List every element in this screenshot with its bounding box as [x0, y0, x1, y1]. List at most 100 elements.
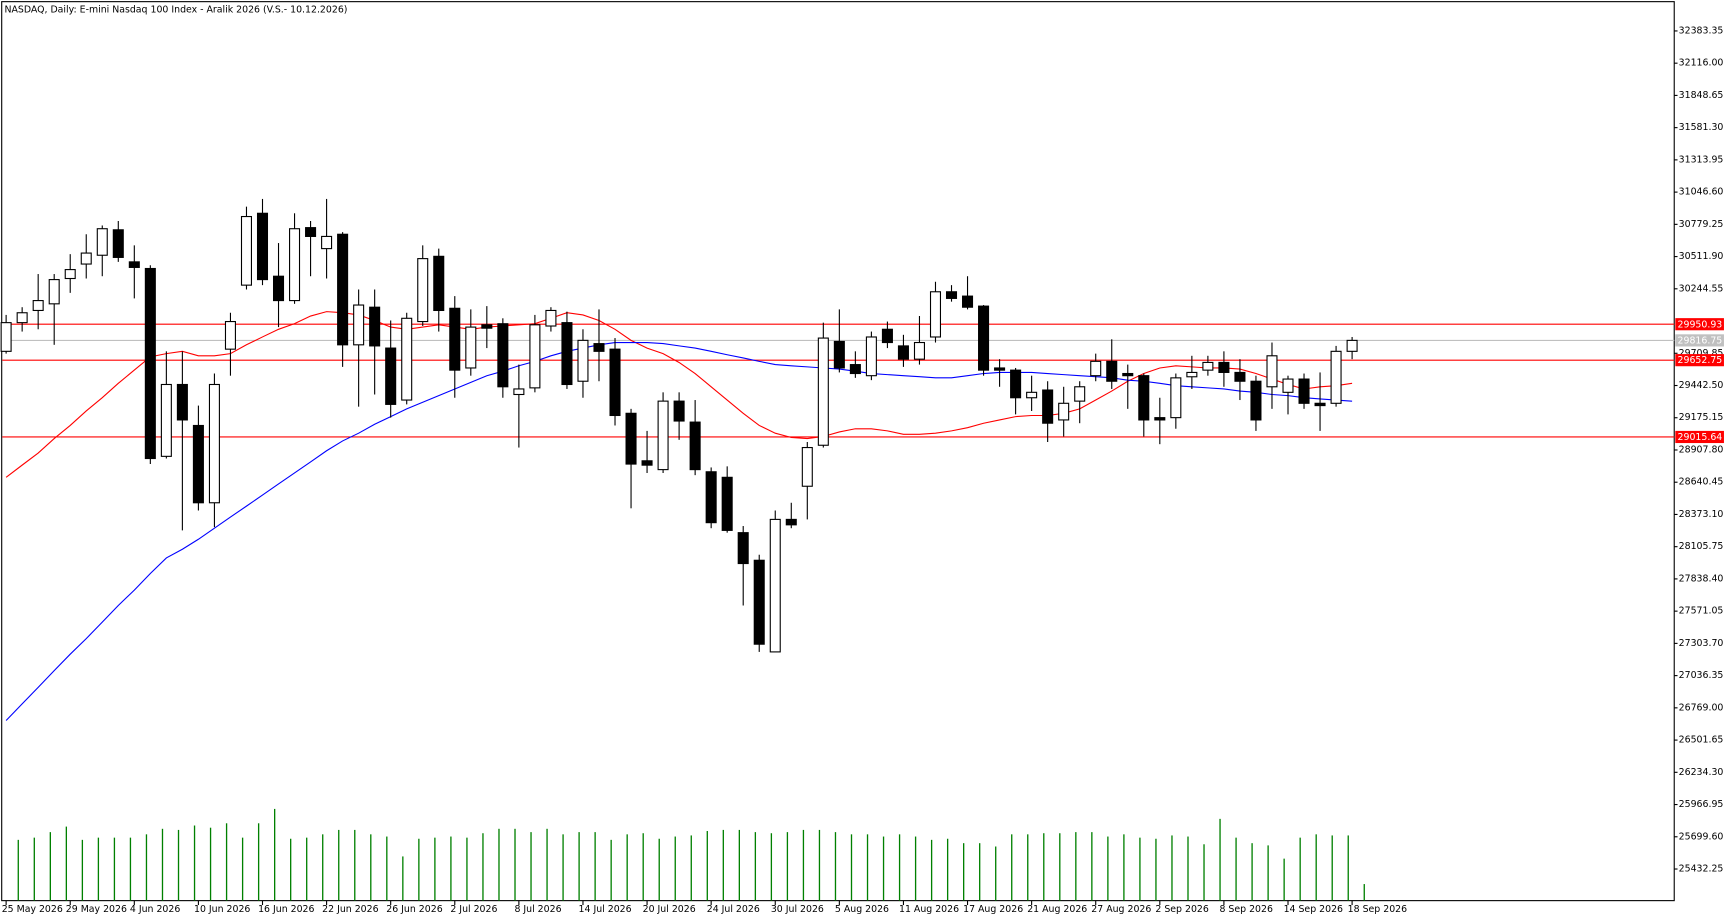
- candle-body: [913, 341, 925, 360]
- candle-body: [80, 252, 92, 265]
- y-tick-label: 30511.90: [1679, 251, 1724, 262]
- y-tick-label: 31581.30: [1679, 122, 1724, 133]
- candle-body: [897, 345, 909, 360]
- candle-body: [1186, 371, 1198, 378]
- candle-body: [657, 400, 669, 471]
- candle-body: [978, 305, 990, 371]
- candle-body: [513, 388, 525, 396]
- x-tick-label: 22 Jun 2026: [322, 904, 378, 915]
- y-tick-label: 26501.65: [1679, 735, 1724, 746]
- y-tick-label: 27303.70: [1679, 638, 1724, 649]
- candle-body: [1234, 371, 1246, 382]
- y-tick-label: 29442.50: [1679, 380, 1724, 391]
- x-tick-label: 8 Jul 2026: [514, 904, 561, 915]
- candle-body: [144, 267, 156, 460]
- candle-body: [1074, 386, 1086, 402]
- candle-body: [881, 328, 893, 344]
- x-tick-label: 14 Jul 2026: [579, 904, 632, 915]
- candle-body: [593, 343, 605, 352]
- candle-body: [385, 347, 397, 405]
- candle-body: [401, 317, 413, 401]
- x-tick-label: 14 Sep 2026: [1284, 904, 1343, 915]
- candle-body: [769, 518, 781, 653]
- candle-body: [1250, 380, 1262, 421]
- candle-body: [737, 532, 749, 565]
- candle-body: [112, 229, 124, 258]
- candle-body: [192, 424, 204, 504]
- y-tick-label: 27838.40: [1679, 573, 1724, 584]
- candle-body: [609, 348, 621, 417]
- candle-body: [1058, 402, 1070, 421]
- x-tick-label: 4 Jun 2026: [130, 904, 180, 915]
- candle-body: [48, 279, 60, 305]
- candle-body: [1138, 375, 1150, 421]
- x-tick-label: 2 Sep 2026: [1155, 904, 1208, 915]
- candle-body: [433, 255, 445, 312]
- y-tick-label: 28105.75: [1679, 541, 1724, 552]
- candle-body: [1122, 372, 1134, 377]
- candle-body: [1314, 402, 1326, 407]
- y-tick-label: 25432.25: [1679, 864, 1724, 875]
- y-tick-label: 27036.35: [1679, 670, 1724, 681]
- candle-body: [1154, 417, 1166, 421]
- candle-body: [305, 227, 317, 237]
- y-tick-label: 31313.95: [1679, 154, 1724, 165]
- x-tick-label: 30 Jul 2026: [771, 904, 824, 915]
- level-label: 29652.75: [1678, 355, 1723, 366]
- candle-body: [240, 215, 253, 286]
- y-tick-label: 31848.65: [1679, 90, 1724, 101]
- candle-body: [817, 337, 829, 446]
- candle-body: [721, 476, 733, 531]
- candle-body: [497, 323, 509, 388]
- candle-body: [0, 322, 12, 352]
- x-tick-label: 16 Jun 2026: [258, 904, 314, 915]
- candle-body: [529, 324, 541, 389]
- x-tick-label: 10 Jun 2026: [194, 904, 250, 915]
- x-tick-label: 8 Sep 2026: [1219, 904, 1272, 915]
- candle-body: [1106, 360, 1118, 382]
- y-tick-label: 28907.80: [1679, 444, 1724, 455]
- candle-body: [32, 300, 44, 312]
- candle-body: [785, 518, 797, 526]
- y-tick-label: 32383.35: [1679, 25, 1724, 36]
- candle-body: [1010, 369, 1022, 399]
- y-tick-label: 30779.25: [1679, 219, 1724, 230]
- candle-body: [833, 340, 845, 369]
- level-box: [1675, 430, 1724, 444]
- candle-body: [449, 307, 461, 371]
- candle-body: [1026, 391, 1038, 399]
- candle-body: [865, 336, 877, 377]
- candle-body: [1042, 389, 1054, 424]
- candle-body: [1346, 339, 1358, 352]
- y-tick-label: 26234.30: [1679, 767, 1724, 778]
- candle-body: [962, 295, 974, 308]
- candle-body: [945, 291, 958, 299]
- candle-body: [176, 383, 188, 421]
- candle-body: [753, 559, 765, 645]
- candle-body: [625, 412, 637, 465]
- y-tick-label: 25699.60: [1679, 831, 1724, 842]
- candle-body: [256, 212, 269, 281]
- y-tick-label: 31046.60: [1679, 187, 1724, 198]
- level-box: [1675, 334, 1724, 347]
- candle-body: [849, 364, 861, 375]
- candle-body: [1218, 361, 1230, 373]
- y-tick-label: 32116.00: [1679, 58, 1724, 69]
- candle-body: [224, 320, 236, 350]
- candle-body: [545, 309, 557, 327]
- x-tick-label: 20 Jul 2026: [643, 904, 696, 915]
- candle-body: [96, 228, 108, 256]
- candle-body: [561, 322, 573, 386]
- x-tick-label: 27 Aug 2026: [1091, 904, 1151, 915]
- y-tick-label: 29709.85: [1679, 348, 1724, 359]
- level-box: [1675, 318, 1724, 331]
- candle-body: [1266, 355, 1278, 388]
- y-tick-label: 27571.05: [1679, 606, 1724, 617]
- x-tick-label: 11 Aug 2026: [899, 904, 959, 915]
- y-tick-label: 28373.10: [1679, 509, 1724, 520]
- x-tick-label: 29 May 2026: [66, 904, 127, 915]
- x-tick-label: 5 Aug 2026: [835, 904, 889, 915]
- candle-body: [1090, 360, 1102, 377]
- candle-body: [641, 460, 653, 466]
- candle-body: [1170, 377, 1182, 419]
